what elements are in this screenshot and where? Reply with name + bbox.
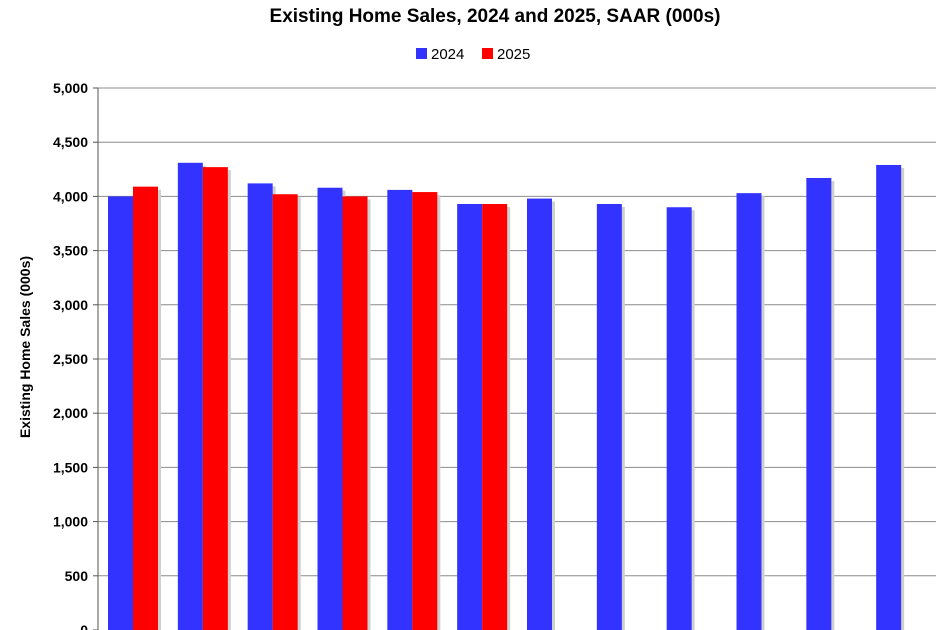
y-tick-label: 1,500 <box>53 459 88 475</box>
y-tick-label: 4,000 <box>53 188 88 204</box>
y-tick-label: 3,000 <box>53 297 88 313</box>
bar-2024-3 <box>247 183 273 630</box>
y-tick-label: 1,000 <box>53 514 88 530</box>
bar-2024-10 <box>736 193 762 630</box>
y-tick-label: 4,500 <box>53 134 88 150</box>
y-tick-label: 500 <box>65 568 89 584</box>
y-axis-title: Existing Home Sales (000s) <box>17 256 33 438</box>
bar-2025-5 <box>412 192 438 630</box>
y-tick-label: 2,500 <box>53 351 88 367</box>
y-tick-label: 3,500 <box>53 243 88 259</box>
legend-label-2025: 2025 <box>497 46 530 63</box>
legend-swatch-2024 <box>416 48 427 59</box>
bar-2024-11 <box>806 177 832 630</box>
bar-2024-4 <box>317 187 343 630</box>
legend-label-2024: 2024 <box>431 46 464 63</box>
bar-2025-2 <box>202 167 228 630</box>
bar-2024-1 <box>108 196 133 630</box>
bar-2024-5 <box>387 189 413 630</box>
y-axis-ticks: 0 500 1,000 1,500 2,000 2,500 3,000 3,500 4,000 4… <box>53 80 98 630</box>
bar-2025-6 <box>482 203 508 630</box>
bar-2024-9 <box>666 207 692 630</box>
bar-2024-2 <box>177 162 203 630</box>
bar-2025-3 <box>272 194 298 630</box>
bar-2025-4 <box>342 196 368 630</box>
bars <box>108 162 905 630</box>
bar-2024-6 <box>457 203 483 630</box>
legend: 2024 2025 <box>416 46 530 63</box>
bar-2025-1 <box>133 186 158 630</box>
bar-2024-7 <box>527 198 552 630</box>
bar-2024-8 <box>596 203 622 630</box>
chart-title: Existing Home Sales, 2024 and 2025, SAAR… <box>270 6 721 27</box>
legend-swatch-2025 <box>482 48 493 59</box>
gridlines <box>98 87 936 577</box>
bar-2024-12 <box>876 164 902 630</box>
y-tick-label: 5,000 <box>53 80 88 96</box>
y-tick-label: 0 <box>80 622 88 630</box>
y-tick-label: 2,000 <box>53 405 88 421</box>
